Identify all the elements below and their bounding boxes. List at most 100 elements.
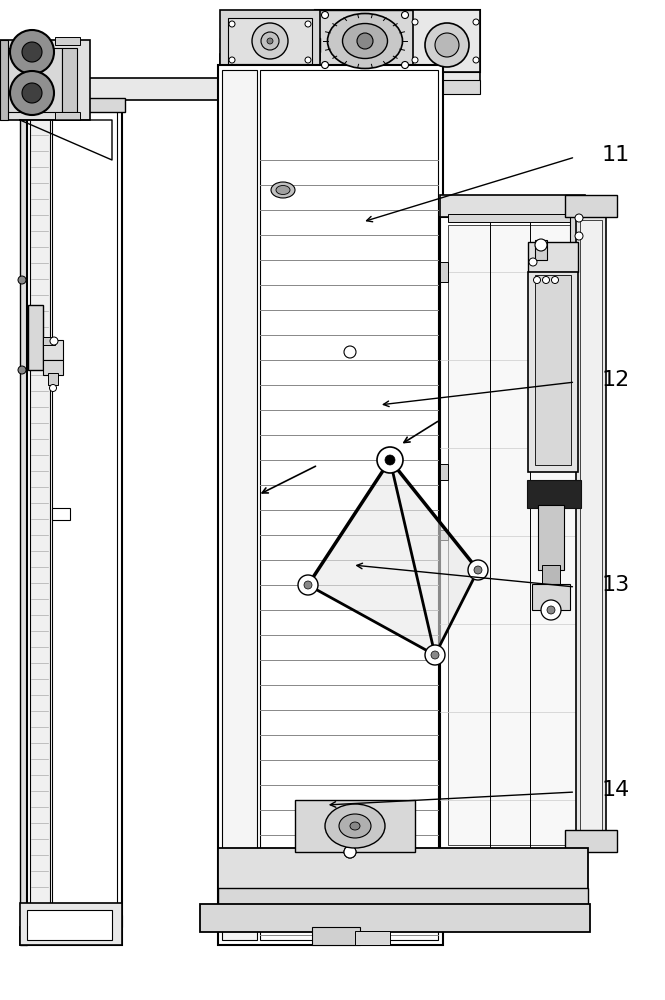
Circle shape [305, 57, 311, 63]
Bar [250, 130, 258, 142]
Circle shape [18, 276, 26, 284]
Bar [315, 10, 415, 72]
Circle shape [431, 651, 439, 659]
Bar [222, 70, 257, 940]
Circle shape [575, 214, 583, 222]
Bar [52, 110, 117, 940]
Bar [28, 305, 43, 370]
Bar [48, 373, 58, 385]
Bar [225, 126, 320, 174]
Circle shape [298, 575, 318, 595]
Circle shape [551, 276, 559, 284]
Bar [7, 48, 62, 112]
Ellipse shape [325, 804, 385, 848]
Ellipse shape [342, 23, 388, 58]
Circle shape [49, 384, 57, 391]
Bar [218, 206, 443, 222]
Bar [52, 508, 70, 520]
Circle shape [533, 276, 541, 284]
Bar [440, 262, 448, 282]
Circle shape [435, 33, 459, 57]
Circle shape [543, 276, 549, 284]
Circle shape [412, 19, 418, 25]
Circle shape [267, 38, 273, 44]
Bar [440, 217, 585, 852]
Circle shape [547, 606, 555, 614]
Circle shape [252, 23, 288, 59]
Bar [295, 800, 415, 852]
Bar [235, 130, 243, 142]
Circle shape [305, 21, 311, 27]
Bar [27, 910, 112, 940]
Circle shape [344, 346, 356, 358]
Bar [228, 18, 312, 64]
Circle shape [321, 62, 329, 68]
Bar [538, 505, 564, 570]
Bar [30, 110, 50, 940]
Bar [570, 212, 588, 242]
Bar [20, 903, 122, 945]
Circle shape [535, 239, 547, 251]
Bar [220, 52, 320, 60]
Bar [440, 530, 448, 540]
Bar [265, 130, 273, 142]
Bar [532, 584, 570, 610]
Bar [43, 360, 63, 375]
Bar [535, 240, 547, 260]
Circle shape [344, 846, 356, 858]
Circle shape [10, 71, 54, 115]
Bar [576, 212, 606, 852]
Circle shape [229, 21, 235, 27]
Circle shape [412, 57, 418, 63]
Bar [27, 105, 122, 945]
Bar [220, 10, 320, 72]
Bar [228, 118, 292, 130]
Bar [218, 848, 588, 890]
Bar [20, 927, 122, 945]
Bar [355, 931, 390, 945]
Text: 11: 11 [602, 145, 630, 165]
Circle shape [385, 455, 395, 465]
Bar [440, 464, 448, 480]
Bar [220, 80, 480, 94]
Bar [260, 70, 438, 940]
Bar [565, 195, 617, 217]
Bar [218, 65, 443, 945]
Circle shape [261, 32, 279, 50]
Bar [27, 915, 122, 927]
Bar [528, 272, 578, 472]
Circle shape [18, 366, 26, 374]
Circle shape [541, 600, 561, 620]
Ellipse shape [350, 822, 360, 830]
Bar [228, 178, 268, 202]
Bar [448, 225, 576, 845]
Bar [20, 105, 27, 945]
Bar [20, 78, 238, 100]
Text: 13: 13 [602, 575, 630, 595]
Circle shape [229, 57, 235, 63]
Circle shape [425, 645, 445, 665]
Ellipse shape [271, 182, 295, 198]
Bar [542, 565, 560, 585]
Circle shape [402, 11, 408, 18]
Circle shape [357, 33, 373, 49]
Circle shape [321, 11, 329, 18]
Circle shape [402, 62, 408, 68]
Bar [528, 242, 578, 272]
Ellipse shape [276, 186, 290, 194]
Circle shape [473, 19, 479, 25]
Bar [565, 830, 617, 852]
Circle shape [575, 232, 583, 240]
Text: 12: 12 [602, 370, 630, 390]
Bar [20, 98, 125, 112]
Bar [296, 182, 324, 198]
Circle shape [22, 83, 42, 103]
Bar [55, 37, 80, 45]
Circle shape [10, 30, 54, 74]
Circle shape [529, 258, 537, 266]
Polygon shape [308, 460, 435, 655]
Circle shape [304, 581, 312, 589]
Bar [43, 340, 63, 360]
Bar [220, 120, 325, 180]
Text: 14: 14 [602, 780, 630, 800]
